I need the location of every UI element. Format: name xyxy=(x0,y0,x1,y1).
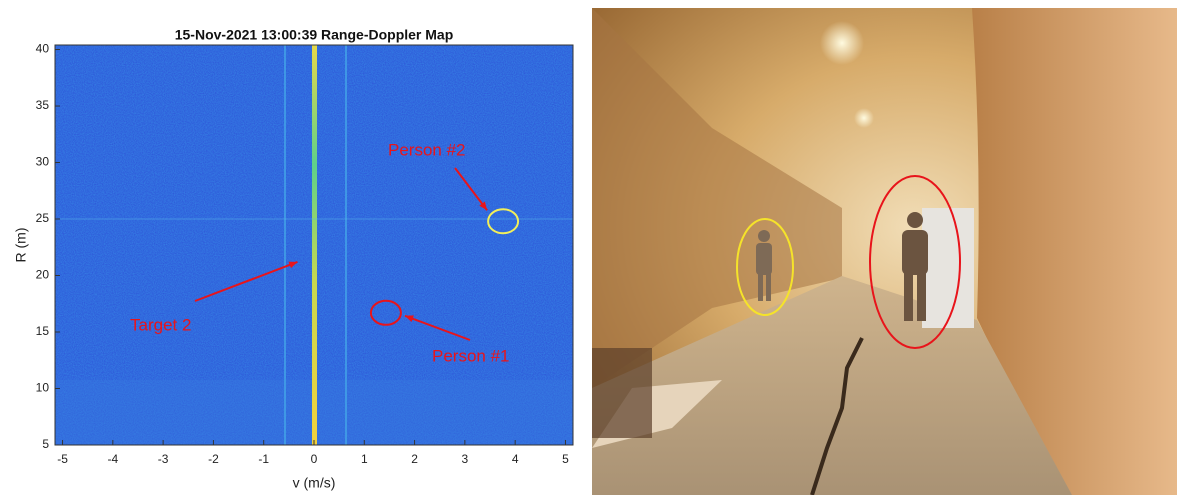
x-tick-label: -5 xyxy=(57,452,68,466)
annotation-label: Person #2 xyxy=(388,140,466,159)
lamp xyxy=(820,21,864,65)
x-tick-label: 4 xyxy=(512,452,519,466)
annotation-label: Target 2 xyxy=(130,315,191,334)
x-tick-label: -1 xyxy=(258,452,269,466)
y-tick-label: 40 xyxy=(36,42,50,56)
x-tick-label: -2 xyxy=(208,452,219,466)
tunnel-photo xyxy=(592,8,1177,495)
x-axis-label: v (m/s) xyxy=(293,475,336,491)
x-tick-label: 5 xyxy=(562,452,569,466)
x-tick-label: -3 xyxy=(158,452,169,466)
x-tick-label: -4 xyxy=(107,452,118,466)
x-tick-label: 3 xyxy=(462,452,469,466)
y-tick-label: 35 xyxy=(36,98,50,112)
chart-title: 15-Nov-2021 13:00:39 Range-Doppler Map xyxy=(175,27,454,43)
lamp xyxy=(854,108,874,128)
y-tick-label: 5 xyxy=(42,437,49,451)
annotation-label: Person #1 xyxy=(432,346,510,365)
y-tick-label: 30 xyxy=(36,155,50,169)
equipment xyxy=(592,348,652,438)
y-tick-label: 25 xyxy=(36,211,50,225)
y-tick-label: 15 xyxy=(36,324,50,338)
y-axis-label: R (m) xyxy=(13,228,29,263)
x-tick-label: 1 xyxy=(361,452,368,466)
heatmap-streak xyxy=(345,45,347,445)
chart: 15-Nov-2021 13:00:39 Range-Doppler Map v… xyxy=(0,0,590,495)
heatmap-streak xyxy=(284,45,286,445)
figure: 15-Nov-2021 13:00:39 Range-Doppler Map v… xyxy=(0,0,1177,495)
x-tick-label: 2 xyxy=(411,452,418,466)
x-tick-label: 0 xyxy=(311,452,318,466)
y-tick-label: 10 xyxy=(36,381,50,395)
sign-board xyxy=(922,208,974,328)
heatmap-zero-doppler xyxy=(312,45,317,445)
y-tick-label: 20 xyxy=(36,268,50,282)
